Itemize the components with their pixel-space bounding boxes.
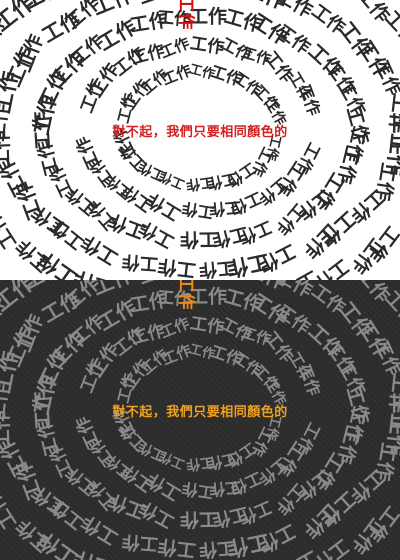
dark-glyph[interactable]: 工作 xyxy=(310,448,349,493)
light-glyph[interactable]: 工作 xyxy=(294,81,324,119)
dark-glyph[interactable]: 工作 xyxy=(157,313,193,342)
light-glyph[interactable]: 工作 xyxy=(271,199,309,239)
dark-odd-glyph[interactable]: 工作 xyxy=(175,280,196,310)
dark-glyph[interactable]: 工作 xyxy=(135,280,181,288)
dark-glyph[interactable]: 工作 xyxy=(197,536,236,560)
light-glyph[interactable]: 工作 xyxy=(135,0,181,8)
caption-light: 對不起，我們只要相同顏色的 xyxy=(112,125,288,140)
light-glyph[interactable]: 工作 xyxy=(298,219,341,263)
dark-glyph[interactable]: 工作 xyxy=(275,546,322,560)
light-glyph[interactable]: 工作 xyxy=(157,255,198,280)
light-glyph[interactable]: 工作 xyxy=(275,266,322,280)
light-glyph[interactable]: 工作 xyxy=(184,173,215,193)
light-glyph[interactable]: 工作 xyxy=(179,227,219,251)
light-glyph[interactable]: 工作 xyxy=(180,198,216,223)
light-glyph[interactable]: 工作 xyxy=(121,250,159,275)
dark-glyph[interactable]: 工作 xyxy=(13,311,48,355)
dark-glyph[interactable]: 工作 xyxy=(179,507,219,531)
caption-dark: 對不起，我們只要相同顏色的 xyxy=(112,405,288,420)
dark-panel: 工作 工作 工作 工作 工作 工作 工作 工作 工作 工作 工作 工作 工作 工作 工作 工作 工作 工作 工作 工作… xyxy=(0,280,400,560)
dark-glyph[interactable]: 工作 xyxy=(294,361,324,399)
dark-glyph[interactable]: 工作 xyxy=(184,453,215,473)
glyph-field-light: 工作 工作 工作 工作 工作 工作 工作 工作 工作 工作 工作 工作 工作 工作 工作 工作 工作 工作 工作 工作… xyxy=(0,0,400,280)
dark-glyph[interactable]: 工作 xyxy=(157,535,198,560)
light-glyph[interactable]: 工作 xyxy=(157,33,193,62)
light-panel: 工作 工作 工作 工作 工作 工作 工作 工作 工作 工作 工作 工作 工作 工作 工作 工作 工作 工作 工作 工作… xyxy=(0,0,400,280)
dark-glyph[interactable]: 工作 xyxy=(271,479,309,519)
glyph-field-dark: 工作 工作 工作 工作 工作 工作 工作 工作 工作 工作 工作 工作 工作 工作 工作 工作 工作 工作 工作 工作… xyxy=(0,280,400,560)
light-glyph[interactable]: 工作 xyxy=(13,31,48,75)
light-glyph[interactable]: 工作 xyxy=(197,256,236,280)
light-odd-glyph[interactable]: 工作 xyxy=(175,0,196,30)
dark-glyph[interactable]: 工作 xyxy=(298,499,341,543)
dark-glyph[interactable]: 工作 xyxy=(121,530,159,555)
light-glyph[interactable]: 工作 xyxy=(310,168,349,213)
dark-glyph[interactable]: 工作 xyxy=(180,478,216,503)
